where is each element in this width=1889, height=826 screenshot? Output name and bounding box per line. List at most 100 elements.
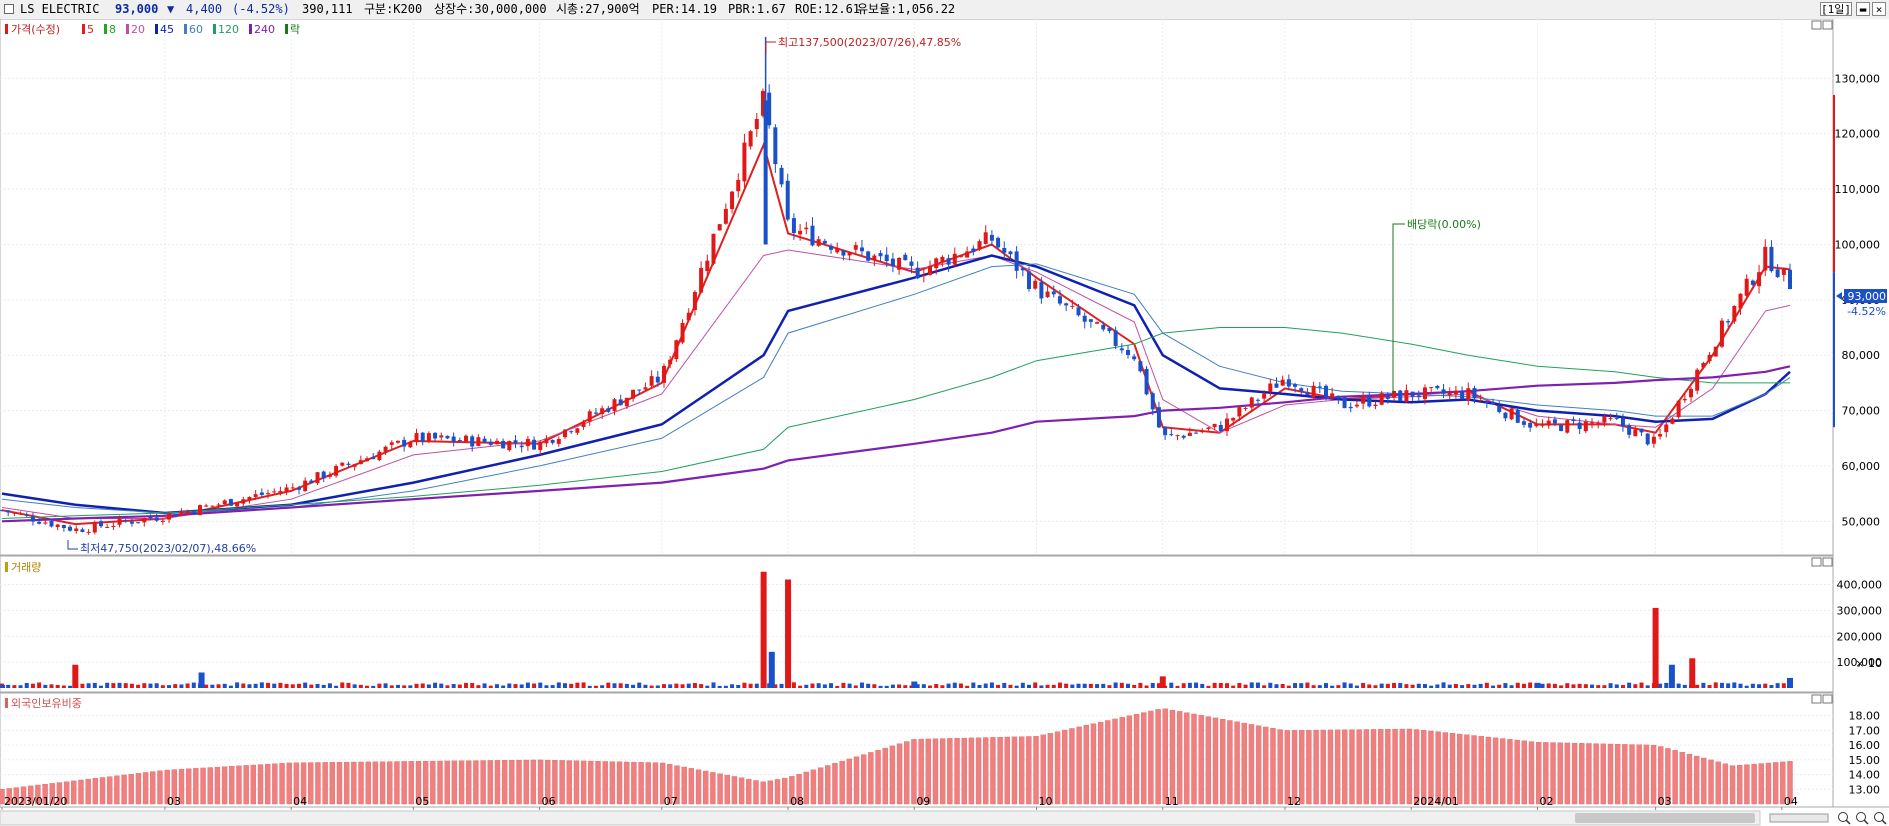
volume-bar: [773, 684, 778, 688]
candle-body: [426, 433, 431, 442]
foreign-bar: [1622, 744, 1628, 805]
volume-bar: [878, 685, 883, 688]
legend-ma-label: 8: [109, 23, 116, 36]
volume-bar: [1317, 685, 1322, 688]
volume-bar: [142, 683, 147, 688]
volume-bar: [1175, 685, 1180, 688]
shares-value: 상장수:30,000,000: [434, 2, 547, 16]
volume-bar: [1262, 685, 1267, 688]
price-panel-max-button[interactable]: [1811, 20, 1822, 30]
price-tick-label: 120,000: [1835, 128, 1881, 141]
foreign-bar: [1722, 763, 1729, 805]
foreign-panel-close-button[interactable]: [1822, 694, 1833, 704]
candle-body: [1633, 429, 1638, 437]
foreign-panel-title: 외국인보유비중: [11, 697, 82, 710]
period-button[interactable]: [1일]: [1820, 2, 1852, 16]
candle-body: [1546, 420, 1551, 426]
candle-body: [965, 251, 970, 258]
foreign-bar: [1069, 728, 1075, 805]
candle-body: [1484, 402, 1489, 404]
candle-body: [1732, 305, 1737, 322]
foreign-bar: [85, 778, 91, 805]
candle-body: [1620, 418, 1625, 427]
volume-bar: [179, 684, 184, 688]
foreign-bar: [200, 767, 206, 805]
candle-body: [1534, 423, 1539, 427]
volume-bar: [464, 682, 469, 688]
volume-bar: [1088, 683, 1093, 688]
candle-body: [1769, 246, 1774, 272]
volume-bar: [309, 684, 314, 688]
volume-bar: [624, 683, 629, 688]
volume-panel-max-button[interactable]: [1811, 557, 1822, 567]
volume-bar: [507, 683, 512, 688]
x-tick-label: 02: [1539, 795, 1553, 808]
foreign-bar: [983, 737, 989, 805]
close-button[interactable]: ×: [1872, 2, 1886, 16]
zoom-reset-icon[interactable]: [1874, 812, 1887, 825]
high-annotation-text: 최고137,500(2023/07/26),47.85%: [778, 36, 961, 49]
volume-bar: [1559, 685, 1564, 688]
candle-body: [1224, 418, 1229, 432]
volume-bar: [1602, 685, 1607, 688]
foreign-bar: [1650, 744, 1657, 805]
foreign-bar: [1686, 753, 1693, 805]
candle-body: [68, 526, 73, 531]
foreign-bar: [781, 777, 788, 805]
foreign-tick-label: 14.00: [1849, 769, 1881, 782]
foreign-bar: [1399, 728, 1405, 805]
x-tick-label: 2023/01/20: [4, 795, 67, 808]
candle-body: [1385, 395, 1390, 399]
foreign-bar: [114, 775, 120, 805]
candle-body: [1169, 434, 1174, 436]
volume-bar: [1224, 683, 1229, 688]
candle-body: [538, 441, 543, 451]
volume-panel-close-button[interactable]: [1822, 557, 1833, 567]
foreign-bar: [817, 767, 824, 805]
scrollbar-thumb[interactable]: [1575, 813, 1755, 823]
volume-bar: [340, 682, 345, 688]
foreign-bar: [1514, 739, 1520, 805]
zoom-out-icon[interactable]: [1838, 812, 1851, 825]
foreign-bar: [997, 736, 1003, 805]
zoom-in-icon[interactable]: [1856, 812, 1869, 825]
candle-body: [1757, 272, 1762, 287]
volume-bar: [1385, 683, 1390, 688]
select-checkbox[interactable]: [4, 4, 14, 14]
turnover-value: 유보율:1,056.22: [857, 2, 956, 16]
foreign-bar: [717, 773, 723, 805]
foreign-bar: [1658, 746, 1664, 805]
price-panel: 50,00060,00070,00080,00090,000100,000110…: [0, 19, 1887, 556]
volume-bar: [1410, 684, 1415, 688]
candle-body: [296, 487, 301, 490]
legend-ma-swatch: [184, 24, 187, 34]
candle-body: [1163, 426, 1168, 436]
foreign-bar: [185, 768, 192, 805]
minimize-button[interactable]: ▬: [1856, 2, 1870, 16]
price-panel-close-button[interactable]: [1822, 20, 1833, 30]
zoom-slider[interactable]: [1769, 813, 1829, 823]
volume-bar: [1045, 684, 1050, 688]
volume-bar: [1169, 682, 1174, 688]
scrollbar[interactable]: [0, 810, 1887, 826]
volume-bar: [1057, 682, 1062, 688]
foreign-bar: [1090, 723, 1097, 805]
candle-body: [643, 387, 648, 390]
volume-bar: [1608, 683, 1613, 688]
candle-body: [1150, 393, 1155, 410]
foreign-bar: [1277, 729, 1283, 805]
candle-body: [661, 365, 666, 383]
candle-body: [928, 265, 933, 275]
volume-multiplier: × 10: [1855, 657, 1882, 670]
volume-bar: [371, 685, 376, 688]
volume-bar: [1546, 683, 1551, 688]
volume-bar: [779, 683, 784, 688]
foreign-bar: [1492, 737, 1499, 805]
candle-body: [352, 464, 357, 467]
candle-body: [581, 422, 586, 427]
candle-body: [24, 514, 29, 516]
volume-bar: [890, 684, 895, 688]
foreign-bar: [559, 760, 565, 805]
foreign-panel-max-button[interactable]: [1811, 694, 1822, 704]
volume-bar: [451, 684, 456, 688]
